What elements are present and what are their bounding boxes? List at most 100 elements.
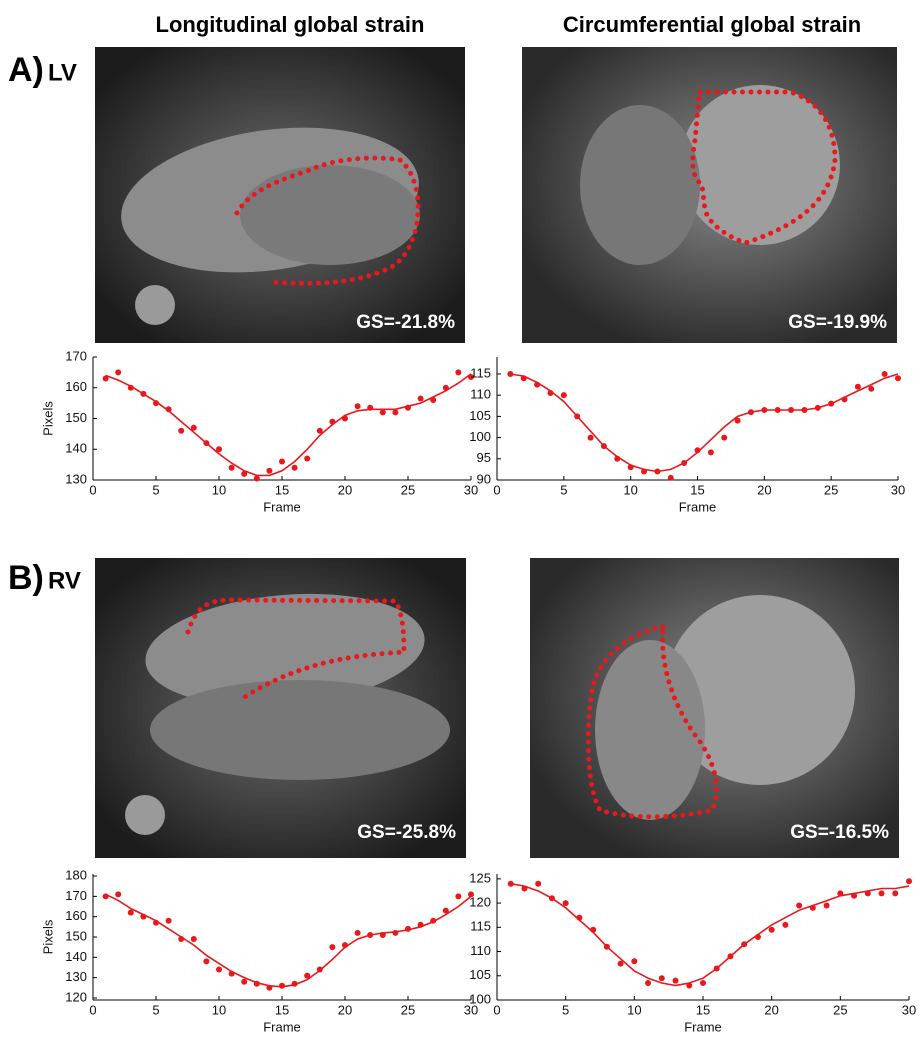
mri-image [522,47,897,343]
y-axis-label: Pixels [40,401,55,436]
data-point [253,475,260,482]
data-point [562,900,569,907]
data-point [291,464,298,471]
x-tick-label: 0 [89,1002,96,1017]
data-point [854,383,861,390]
gs-label: GS=-25.8% [357,822,456,843]
data-point [279,458,285,465]
y-tick-label: 180 [65,867,87,882]
data-point [878,890,885,897]
row-letter: B) [8,559,44,597]
x-tick-label: 20 [764,1002,778,1017]
column-title: Longitudinal global strain [156,12,425,37]
data-point [102,375,109,382]
row-letter: A) [8,51,44,89]
y-tick-label: 140 [65,949,87,964]
data-point [455,893,462,900]
y-tick-label: 140 [65,441,87,456]
data-point [782,921,789,928]
x-tick-label: 5 [560,482,567,497]
y-tick-label: 130 [65,471,87,486]
x-tick-label: 0 [89,482,96,497]
y-tick-label: 150 [65,410,87,425]
data-point [165,406,172,413]
data-point [266,467,273,474]
data-point [153,400,159,407]
data-point [645,980,652,987]
x-tick-label: 0 [493,1002,500,1017]
fit-line [510,373,899,473]
data-point [707,449,714,456]
data-point [823,902,830,909]
data-point [304,455,311,462]
data-point [178,427,185,434]
data-point [535,880,542,887]
data-point [392,409,399,416]
data-point [329,944,336,951]
data-point [316,427,323,434]
x-tick-label: 30 [464,482,478,497]
y-tick-label: 105 [469,408,491,423]
y-tick-label: 110 [470,387,491,402]
fit-line [510,882,910,987]
gs-label: GS=-19.9% [788,312,887,333]
y-tick-label: 125 [469,870,491,885]
x-tick-label: 25 [833,1002,847,1017]
data-point [906,878,912,885]
y-tick-label: 100 [469,991,491,1006]
x-tick-label: 15 [696,1002,710,1017]
x-tick-label: 15 [275,1002,289,1017]
fit-line [105,893,472,988]
y-tick-label: 115 [470,365,491,380]
x-tick-label: 25 [824,482,838,497]
data-point [115,891,122,898]
y-tick-label: 120 [469,895,491,910]
x-tick-label: 15 [275,482,289,497]
y-tick-label: 95 [477,450,491,465]
x-axis-label: Frame [263,1019,301,1034]
data-point [868,385,875,392]
data-point [631,958,638,965]
data-point [796,902,803,909]
y-tick-label: 100 [469,429,491,444]
data-point [734,417,741,424]
x-axis-label: Frame [263,499,301,514]
gs-label: GS=-16.5% [790,822,889,843]
data-point [379,409,386,416]
data-point [617,960,624,967]
y-tick-label: 150 [65,928,87,943]
data-point [700,980,706,987]
data-point [442,907,449,914]
gs-label: GS=-21.8% [356,312,455,333]
data-point [587,434,594,441]
data-point [216,446,222,453]
x-tick-label: 15 [690,482,704,497]
x-tick-label: 10 [623,482,637,497]
data-point [102,893,109,900]
y-tick-label: 105 [469,967,491,982]
x-tick-label: 5 [152,482,159,497]
x-tick-label: 0 [493,482,500,497]
mri-image [95,558,466,858]
x-tick-label: 30 [902,1002,916,1017]
mri-image [95,47,465,343]
y-tick-label: 170 [65,888,87,903]
y-tick-label: 160 [65,908,87,923]
data-point [127,909,134,916]
x-tick-label: 5 [562,1002,569,1017]
x-tick-label: 10 [627,1002,641,1017]
x-tick-label: 5 [152,1002,159,1017]
mri-image [530,558,899,858]
data-point [417,395,424,402]
data-point [304,972,311,979]
y-tick-label: 120 [65,989,87,1004]
x-axis-label: Frame [684,1019,722,1034]
fit-line [105,373,472,477]
data-point [667,474,674,481]
y-tick-label: 115 [470,919,491,934]
data-point [354,929,361,936]
data-point [560,392,567,399]
data-point [672,977,679,984]
x-tick-label: 10 [212,482,226,497]
